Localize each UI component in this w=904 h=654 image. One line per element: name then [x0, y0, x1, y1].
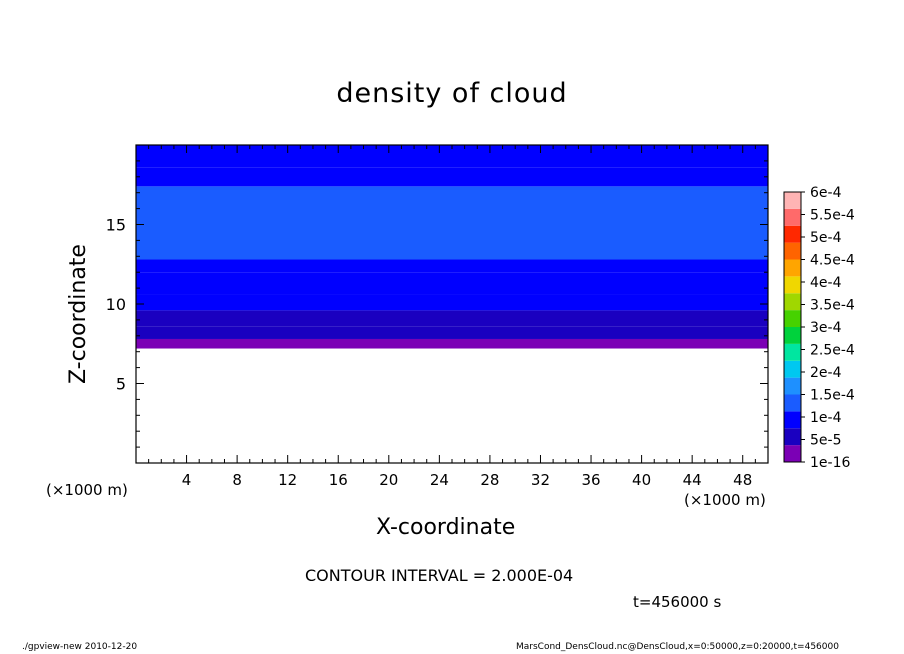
- x-tick-label: 40: [632, 471, 651, 489]
- contour-interval-label: CONTOUR INTERVAL = 2.000E-04: [305, 566, 574, 585]
- colorbar-segment: [784, 208, 801, 226]
- colorbar-label: 1.5e-4: [810, 388, 855, 404]
- field-band: [136, 294, 768, 311]
- x-tick-label: 28: [480, 471, 499, 489]
- colorbar-label: 2.5e-4: [810, 343, 855, 359]
- colorbar-label: 4e-4: [810, 275, 842, 291]
- colorbar-segment: [784, 394, 801, 412]
- colorbar-label: 1e-16: [810, 455, 850, 471]
- x-axis-unit-right: (×1000 m): [684, 491, 766, 509]
- footer-left: ./gpview-new 2010-12-20: [22, 642, 138, 652]
- time-label: t=456000 s: [633, 593, 722, 611]
- x-tick-label: 8: [232, 471, 242, 489]
- x-axis-ticks: 4 8 12 16 20 24 28 32 36 40 44 48: [135, 145, 769, 489]
- colorbar-segment: [784, 259, 801, 277]
- colorbar-label: 2e-4: [810, 365, 842, 381]
- field-band: [136, 310, 768, 327]
- colorbar-segment: [784, 343, 801, 361]
- colorbar-segment: [784, 310, 801, 327]
- y-axis-ticks: 5 10 15: [106, 144, 768, 464]
- field-band: [136, 338, 768, 349]
- colorbar-label: 3e-4: [810, 320, 842, 336]
- colorbar-segment: [784, 327, 801, 344]
- field-band: [136, 272, 768, 295]
- field-band: [136, 259, 768, 273]
- footer-right: MarsCond_DensCloud.nc@DensCloud,x=0:5000…: [516, 642, 839, 652]
- x-axis-unit-left: (×1000 m): [46, 481, 128, 499]
- colorbar-label: 1e-4: [810, 410, 842, 426]
- colorbar-label: 3.5e-4: [810, 298, 855, 314]
- colorbar-label: 5.5e-4: [810, 208, 855, 224]
- plot-field: [136, 145, 768, 349]
- y-tick-label: 10: [106, 295, 126, 314]
- colorbar-segment: [784, 225, 801, 243]
- colorbar: 1e-16 5e-5 1e-4 1.5e-4 2e-4 2.5e-4 3e-4 3.5e-4 4…: [783, 185, 855, 471]
- colorbar-segment: [784, 428, 801, 446]
- x-tick-label: 32: [531, 471, 550, 489]
- colorbar-label: 6e-4: [810, 185, 842, 201]
- colorbar-label: 4.5e-4: [810, 253, 855, 269]
- y-tick-label: 15: [106, 216, 126, 235]
- x-tick-label: 4: [182, 471, 192, 489]
- colorbar-segment: [784, 276, 801, 294]
- x-tick-label: 36: [581, 471, 600, 489]
- colorbar-segment: [784, 411, 801, 429]
- field-band: [136, 167, 768, 187]
- colorbar-segment: [784, 377, 801, 395]
- y-tick-label: 5: [116, 375, 126, 394]
- field-band: [136, 145, 768, 168]
- x-tick-label: 12: [278, 471, 297, 489]
- chart-title: density of cloud: [336, 78, 568, 109]
- x-tick-label: 20: [379, 471, 398, 489]
- colorbar-segment: [784, 293, 801, 311]
- x-tick-label: 48: [733, 471, 752, 489]
- colorbar-label: 5e-5: [810, 433, 841, 449]
- field-band: [136, 186, 768, 260]
- x-axis-label: X-coordinate: [376, 515, 516, 540]
- colorbar-segment: [784, 360, 801, 378]
- colorbar-segment: [784, 192, 801, 209]
- colorbar-label: 5e-4: [810, 230, 842, 246]
- x-tick-label: 24: [430, 471, 449, 489]
- x-tick-label: 16: [329, 471, 348, 489]
- field-band: [136, 326, 768, 339]
- colorbar-segment: [784, 242, 801, 260]
- colorbar-segment: [784, 445, 801, 462]
- x-tick-label: 44: [683, 471, 702, 489]
